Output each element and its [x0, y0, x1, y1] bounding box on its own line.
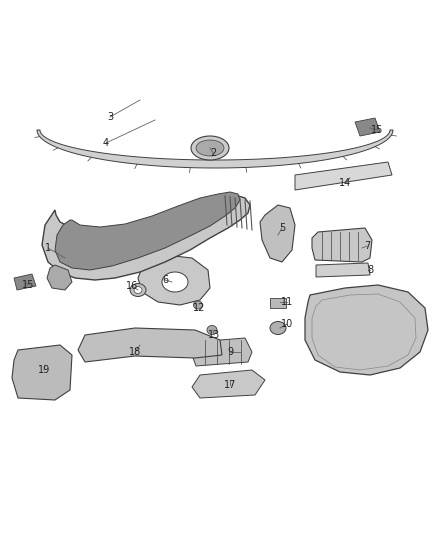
- Polygon shape: [192, 370, 265, 398]
- Text: 4: 4: [103, 138, 109, 148]
- Polygon shape: [316, 263, 370, 277]
- Text: 3: 3: [107, 112, 113, 122]
- Ellipse shape: [162, 272, 188, 292]
- Polygon shape: [192, 338, 252, 366]
- Polygon shape: [47, 265, 72, 290]
- Text: 15: 15: [22, 280, 34, 290]
- Polygon shape: [295, 162, 392, 190]
- Text: 1: 1: [45, 243, 51, 253]
- Text: 16: 16: [126, 281, 138, 291]
- Polygon shape: [138, 255, 210, 305]
- Text: 7: 7: [364, 241, 370, 251]
- Polygon shape: [12, 345, 72, 400]
- Text: 19: 19: [38, 365, 50, 375]
- Text: 17: 17: [224, 380, 236, 390]
- FancyBboxPatch shape: [270, 298, 286, 308]
- Text: 11: 11: [281, 297, 293, 307]
- Text: 6: 6: [162, 275, 168, 285]
- Text: 14: 14: [339, 178, 351, 188]
- Ellipse shape: [130, 284, 146, 296]
- Polygon shape: [305, 285, 428, 375]
- Ellipse shape: [134, 287, 142, 294]
- Text: 8: 8: [367, 265, 373, 275]
- Ellipse shape: [194, 301, 202, 309]
- Polygon shape: [42, 195, 250, 280]
- Text: 10: 10: [281, 319, 293, 329]
- Polygon shape: [78, 328, 222, 362]
- Text: 18: 18: [129, 347, 141, 357]
- Polygon shape: [355, 118, 380, 136]
- Text: 9: 9: [227, 347, 233, 357]
- Polygon shape: [14, 274, 36, 290]
- Text: 13: 13: [208, 330, 220, 340]
- Text: 15: 15: [371, 125, 383, 135]
- Ellipse shape: [191, 136, 229, 160]
- Polygon shape: [312, 228, 372, 262]
- Text: 12: 12: [193, 303, 205, 313]
- Ellipse shape: [196, 140, 224, 156]
- Ellipse shape: [207, 326, 217, 335]
- Polygon shape: [37, 130, 393, 168]
- Text: 5: 5: [279, 223, 285, 233]
- Polygon shape: [260, 205, 295, 262]
- Ellipse shape: [270, 321, 286, 335]
- Text: 2: 2: [210, 148, 216, 158]
- Polygon shape: [55, 192, 240, 270]
